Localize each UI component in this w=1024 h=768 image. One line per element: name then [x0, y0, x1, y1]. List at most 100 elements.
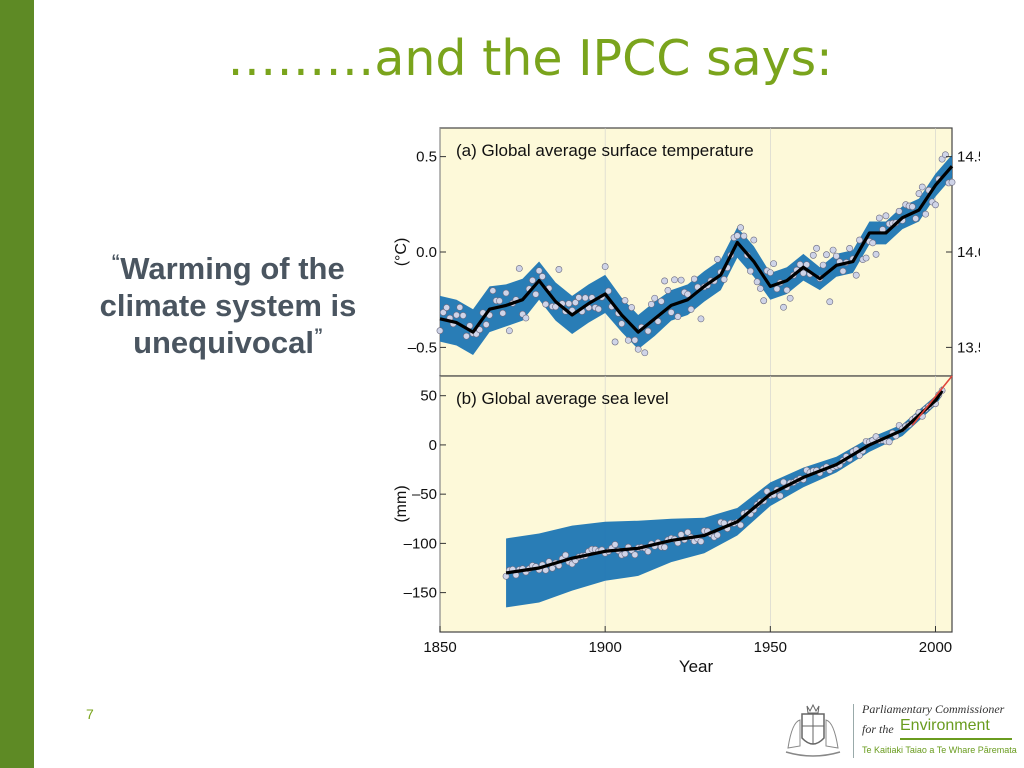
- logo-underline: [900, 738, 1012, 740]
- annual-data-point: [684, 290, 692, 298]
- annual-data-point: [684, 528, 692, 536]
- annual-data-point: [572, 299, 579, 306]
- decadal-average-line: [439, 165, 954, 334]
- annual-data-point: [631, 551, 639, 559]
- x-tick-label: 1950: [754, 639, 787, 656]
- annual-data-point: [922, 210, 929, 218]
- annual-data-point: [915, 190, 923, 197]
- annual-data-point: [737, 224, 744, 232]
- annual-data-point: [766, 269, 774, 276]
- annual-data-point: [783, 286, 791, 294]
- y-tick-label: –100: [404, 535, 437, 552]
- annual-data-point: [499, 309, 507, 317]
- logo-environment: Environment: [900, 717, 990, 734]
- annual-data-point: [875, 214, 883, 222]
- ipcc-figure: 0.50.0–0.514.514.013.5Temperature (°C)(°…: [380, 120, 980, 680]
- annual-data-point: [918, 183, 926, 191]
- annual-data-point: [697, 315, 705, 323]
- x-tick-label: 2000: [919, 639, 952, 656]
- annual-data-point: [832, 252, 840, 260]
- logo-divider: [853, 704, 854, 758]
- annual-data-point: [661, 543, 669, 551]
- annual-data-point: [522, 314, 530, 322]
- quote-text: Warming of the climate system is unequiv…: [99, 251, 357, 361]
- annual-data-point: [747, 267, 754, 275]
- annual-data-point: [555, 266, 563, 273]
- annual-data-point: [733, 232, 741, 240]
- annual-data-point: [740, 232, 748, 240]
- annual-data-point: [552, 303, 560, 311]
- y-tick-label: –0.5: [408, 339, 437, 356]
- annual-data-point: [697, 538, 705, 545]
- pce-logo: Parliamentary Commissioner for the Envir…: [780, 698, 1020, 764]
- y-tick-label: –50: [412, 486, 437, 503]
- annual-data-point: [611, 541, 619, 548]
- annual-data-point: [687, 305, 695, 313]
- annual-data-point: [895, 207, 903, 215]
- annual-data-point: [621, 550, 629, 558]
- annual-data-point: [912, 215, 920, 222]
- annual-data-point: [862, 254, 870, 262]
- annual-data-point: [515, 265, 523, 272]
- y-tick-label: 50: [420, 388, 437, 405]
- panel-title: (b) Global average sea level: [456, 389, 669, 408]
- y-tick-label: 0: [429, 437, 437, 454]
- y-tick-label: 0.0: [416, 244, 437, 261]
- annual-data-point: [720, 276, 728, 283]
- annual-data-point: [634, 345, 642, 353]
- panel-title: (a) Global average surface temperature: [456, 141, 754, 160]
- y-axis-label: (°C): [393, 238, 410, 267]
- nz-coat-of-arms-icon: [785, 703, 841, 757]
- logo-maori-line: Te Kaitiaki Taiao a Te Whare Pāremata: [862, 745, 1017, 755]
- annual-data-point: [657, 297, 665, 305]
- annual-data-point: [654, 317, 662, 325]
- annual-data-point: [496, 297, 503, 305]
- y-tick-label: –150: [404, 585, 437, 602]
- annual-data-point: [439, 309, 447, 316]
- panel-sea-level: 50 0 –50 –100 –150 (mm) (b) Global average sea…: [393, 375, 953, 676]
- slide-title: ………and the IPCC says:: [227, 30, 833, 87]
- annual-data-point: [750, 236, 758, 244]
- annual-data-point: [674, 313, 682, 320]
- annual-data-point: [819, 261, 827, 269]
- annual-data-point: [813, 244, 820, 252]
- annual-data-point: [932, 201, 939, 209]
- annual-data-point: [776, 492, 784, 500]
- annual-data-point: [611, 338, 619, 346]
- annual-data-point: [823, 251, 830, 259]
- logo-for-the: for the: [862, 722, 894, 736]
- plot-area: [439, 127, 953, 377]
- annual-data-point: [799, 269, 807, 277]
- annual-data-point: [631, 336, 639, 344]
- annual-data-point: [677, 276, 685, 284]
- annual-data-point: [826, 298, 834, 306]
- annual-data-point: [463, 332, 470, 340]
- annual-data-point: [535, 267, 543, 275]
- logo-org-line: Parliamentary Commissioner: [862, 702, 1005, 716]
- y-tick-label-right: 14.0: [957, 244, 980, 261]
- annual-data-point: [664, 287, 672, 294]
- quote-close-mark: ”: [313, 326, 323, 347]
- annual-data-point: [502, 289, 510, 297]
- x-axis-label: Year: [679, 657, 714, 676]
- annual-data-point: [690, 275, 698, 283]
- annual-data-point: [595, 305, 602, 313]
- annual-data-point: [773, 285, 781, 293]
- annual-data-point: [641, 349, 649, 357]
- x-tick-label: 1900: [588, 639, 621, 656]
- annual-data-point: [809, 251, 817, 259]
- quote-open-mark: “: [111, 251, 121, 272]
- annual-data-point: [489, 287, 497, 295]
- annual-data-point: [648, 300, 655, 308]
- satellite-series-line: [911, 375, 953, 426]
- annual-data-point: [538, 273, 546, 280]
- annual-data-point: [671, 276, 678, 284]
- annual-data-point: [453, 311, 460, 319]
- annual-data-point: [628, 304, 635, 311]
- annual-data-point: [601, 263, 609, 270]
- quote-block: “Warming of the climate system is unequi…: [88, 250, 368, 362]
- annual-data-point: [651, 294, 659, 302]
- annual-data-point: [869, 239, 877, 247]
- annual-data-point: [644, 548, 652, 555]
- annual-data-point: [872, 250, 880, 258]
